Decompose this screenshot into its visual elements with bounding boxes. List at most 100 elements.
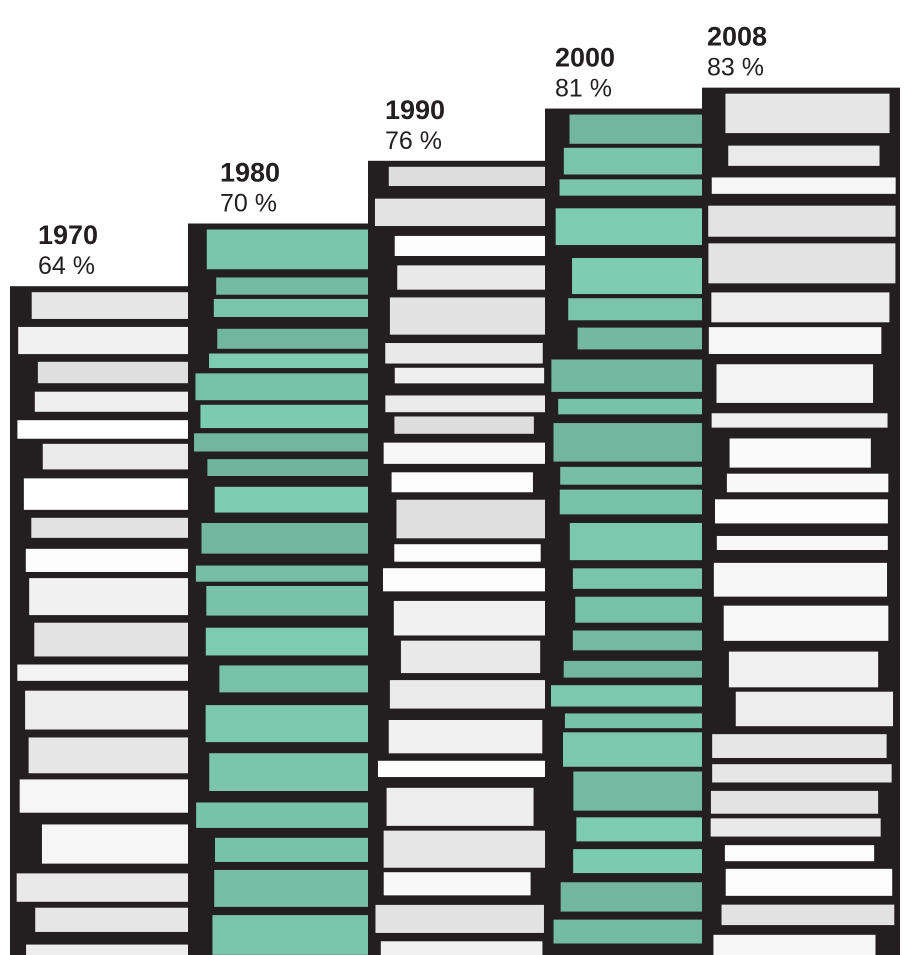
book [383,830,550,868]
value-label: 76 % [385,127,442,155]
book [714,499,888,524]
book [35,907,212,932]
book [400,640,541,674]
book [716,364,874,403]
book [710,818,881,837]
book [41,824,209,864]
book [708,205,896,237]
book [569,114,719,144]
book [735,691,894,727]
book [558,398,719,415]
book [385,343,543,364]
book [725,93,890,134]
category-label: 1990 [385,95,445,125]
book [725,868,893,896]
book [17,420,207,439]
book [555,208,731,246]
book [28,737,220,774]
book [385,395,551,413]
book [712,734,887,758]
book [206,585,393,616]
book [708,327,882,355]
book [216,277,379,295]
book [205,627,399,656]
book [382,568,552,592]
book [728,651,879,688]
book [394,367,545,384]
book [380,941,543,955]
book [393,600,549,636]
book [394,235,549,256]
book [194,433,386,452]
book [206,229,380,270]
book [214,486,394,513]
value-label: 70 % [220,190,277,218]
book [215,837,382,862]
book [388,166,548,187]
book [31,517,223,538]
book [212,915,398,955]
book [205,705,390,743]
value-label: 64 % [38,252,95,280]
book [377,760,547,778]
book [576,817,714,842]
book [572,630,713,651]
book [553,919,718,944]
book [195,373,395,401]
book [559,489,710,515]
book [563,732,713,767]
book [708,243,896,284]
book [18,326,209,355]
book [207,459,392,477]
book [563,660,712,678]
book [397,265,552,290]
book [560,466,729,485]
book [551,359,725,392]
book [713,934,876,955]
book [386,787,534,826]
book [560,882,715,912]
book [201,522,393,554]
book [37,361,214,384]
book-stack [545,108,735,955]
book [723,605,889,641]
book [572,568,725,589]
book [713,562,888,597]
book [553,423,722,462]
book [573,849,727,874]
value-label: 83 % [707,54,764,82]
book [711,292,890,323]
book [726,473,889,493]
book [374,198,546,227]
book-stack [702,87,900,955]
book [572,257,717,295]
book [712,764,892,783]
book [209,753,377,791]
book [388,720,543,754]
book [394,544,541,562]
book [729,438,871,468]
book-stack [368,160,560,955]
book [394,416,534,434]
category-label: 1970 [38,220,98,250]
book [217,328,398,349]
book [564,713,720,729]
book [25,548,229,572]
book [551,685,720,707]
book [375,904,544,933]
book [389,297,554,335]
book [209,353,381,369]
book [573,771,707,811]
book [26,944,216,955]
book [711,177,896,194]
value-label: 81 % [555,75,612,103]
book [25,690,220,730]
book [200,404,395,429]
book [568,298,730,321]
category-label: 2000 [555,43,615,73]
book [724,845,875,862]
book [383,872,531,896]
book [711,413,888,428]
book [569,522,722,561]
